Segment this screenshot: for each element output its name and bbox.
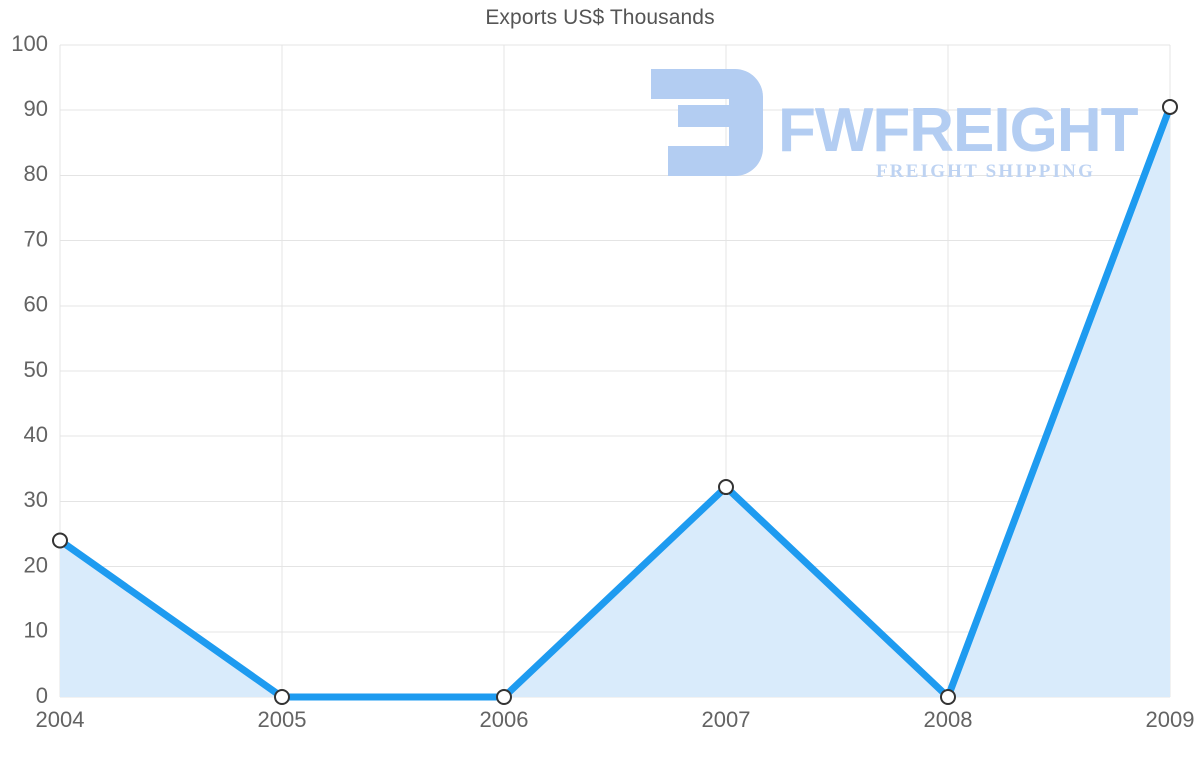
y-axis-tick-label: 40: [24, 422, 48, 447]
watermark-brand: FWFREIGHT: [778, 96, 1139, 165]
y-axis-tick-label: 0: [36, 683, 48, 708]
y-axis-tick-label: 70: [24, 226, 48, 251]
data-point-marker: [1162, 98, 1178, 115]
y-axis-tick-label: 10: [24, 618, 48, 643]
x-axis-tick-label: 2009: [1146, 707, 1195, 732]
reverse-e-logo-icon: [651, 69, 763, 176]
chart-title: Exports US$ Thousands: [485, 6, 715, 29]
y-axis-tick-label: 60: [24, 292, 48, 317]
data-point-marker: [52, 532, 68, 549]
x-axis-tick-label: 2006: [480, 707, 529, 732]
data-point-marker: [718, 479, 734, 496]
y-axis-tick-label: 30: [24, 487, 48, 512]
x-axis-tick-labels: 2004 2005 2006 2007 2008 2009: [36, 707, 1195, 732]
y-axis-tick-label: 100: [11, 31, 48, 56]
x-axis-tick-label: 2008: [924, 707, 973, 732]
y-axis-tick-label: 50: [24, 357, 48, 382]
x-axis-tick-label: 2005: [258, 707, 307, 732]
y-axis-tick-label: 80: [24, 161, 48, 186]
y-axis-tick-label: 20: [24, 552, 48, 577]
x-axis-tick-label: 2007: [702, 707, 751, 732]
data-line: [56, 103, 1174, 701]
watermark-tagline: FREIGHT SHIPPING: [876, 161, 1095, 182]
x-axis-tick-label: 2004: [36, 707, 85, 732]
area-fill: [60, 106, 1170, 697]
y-axis-tick-label: 90: [24, 96, 48, 121]
data-point-marker: [496, 689, 512, 705]
y-axis-tick-labels: 0 10 20 30 40 50 60 70 80 90 100: [11, 31, 48, 708]
data-point-markers: [52, 98, 1178, 705]
watermark: FWFREIGHT FREIGHT SHIPPING: [651, 69, 1140, 182]
data-point-marker: [940, 689, 956, 705]
data-point-marker: [274, 689, 290, 705]
